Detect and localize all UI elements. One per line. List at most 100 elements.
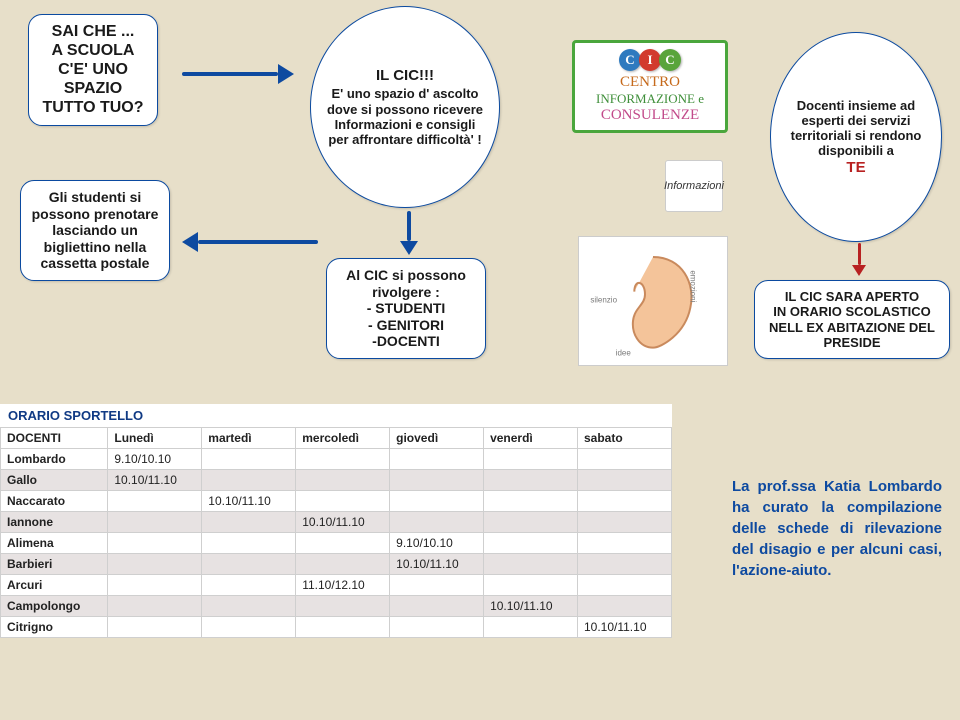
arrow-right — [182, 64, 294, 84]
col-header: sabato — [577, 428, 671, 449]
cell — [296, 554, 390, 575]
cell — [108, 491, 202, 512]
col-header: Lunedì — [108, 428, 202, 449]
chip-c: C — [619, 49, 641, 71]
row-header: Alimena — [1, 533, 108, 554]
cell — [108, 533, 202, 554]
cell: 10.10/11.10 — [108, 470, 202, 491]
sai-che-text: SAI CHE ... A SCUOLA C'E' UNO SPAZIO TUT… — [42, 23, 143, 116]
orario-title: ORARIO SPORTELLO — [0, 404, 672, 427]
cell — [296, 491, 390, 512]
svg-text:emozioni: emozioni — [688, 270, 697, 302]
col-header: DOCENTI — [1, 428, 108, 449]
il-cic-body: E' uno spazio d' ascolto dove si possono… — [326, 86, 484, 147]
cell: 11.10/12.10 — [296, 575, 390, 596]
docenti-inner: Docenti insieme ad esperti dei servizi t… — [785, 98, 927, 177]
cell — [202, 575, 296, 596]
cell — [390, 470, 484, 491]
studenti-text: Gli studenti si possono prenotare lascia… — [32, 189, 159, 271]
rivolgere-box: Al CIC si possono rivolgere : - STUDENTI… — [326, 258, 486, 359]
cell — [577, 449, 671, 470]
docenti-te: TE — [846, 159, 865, 176]
cell — [202, 512, 296, 533]
ear-icon: silenzio emozioni idee — [583, 241, 723, 361]
chip-c2: C — [659, 49, 681, 71]
rivolgere-head: Al CIC si possono rivolgere : — [333, 267, 479, 300]
centro-card: C I C CENTRO INFORMAZIONE e CONSULENZE — [572, 40, 728, 133]
row-header: Campolongo — [1, 596, 108, 617]
arrow-left — [182, 232, 318, 252]
cell — [390, 575, 484, 596]
row-header: Gallo — [1, 470, 108, 491]
aperto-box: IL CIC SARA APERTO IN ORARIO SCOLASTICO … — [754, 280, 950, 359]
col-header: martedì — [202, 428, 296, 449]
cell — [577, 575, 671, 596]
row-header: Iannone — [1, 512, 108, 533]
cell — [390, 491, 484, 512]
arrow-down-docenti — [852, 243, 866, 276]
arrow-down-cic — [400, 211, 418, 255]
sai-che-box: SAI CHE ... A SCUOLA C'E' UNO SPAZIO TUT… — [28, 14, 158, 126]
cell: 9.10/10.10 — [108, 449, 202, 470]
col-header: venerdì — [484, 428, 578, 449]
cell — [484, 575, 578, 596]
cell — [390, 596, 484, 617]
cell — [484, 512, 578, 533]
rivolgere-list: - STUDENTI - GENITORI -DOCENTI — [333, 300, 479, 350]
il-cic-ellipse: IL CIC!!! E' uno spazio d' ascolto dove … — [310, 6, 500, 208]
il-cic-title: IL CIC!!! — [326, 67, 484, 85]
col-header: mercoledì — [296, 428, 390, 449]
il-cic-inner: IL CIC!!! E' uno spazio d' ascolto dove … — [326, 67, 484, 148]
col-header: giovedì — [390, 428, 484, 449]
orario-table-wrap: ORARIO SPORTELLO DOCENTILunedìmartedìmer… — [0, 404, 672, 638]
cell — [108, 575, 202, 596]
cell: 10.10/11.10 — [390, 554, 484, 575]
svg-text:idee: idee — [616, 349, 632, 358]
docenti-ellipse: Docenti insieme ad esperti dei servizi t… — [770, 32, 942, 242]
cell — [390, 512, 484, 533]
info-card-label: Informazioni — [664, 180, 724, 192]
cell — [577, 596, 671, 617]
orario-table: DOCENTILunedìmartedìmercoledìgiovedìvene… — [0, 427, 672, 638]
cell — [390, 449, 484, 470]
centro-l3: CONSULENZE — [583, 107, 717, 124]
cell: 10.10/11.10 — [202, 491, 296, 512]
cell — [108, 554, 202, 575]
row-header: Arcuri — [1, 575, 108, 596]
cell — [108, 596, 202, 617]
cell — [577, 470, 671, 491]
cell: 10.10/11.10 — [484, 596, 578, 617]
cell — [202, 449, 296, 470]
cell: 10.10/11.10 — [577, 617, 671, 638]
cell — [202, 470, 296, 491]
row-header: Barbieri — [1, 554, 108, 575]
cell — [577, 491, 671, 512]
cell — [484, 554, 578, 575]
cell — [484, 617, 578, 638]
centro-l2: INFORMAZIONE e — [583, 91, 717, 107]
cell — [108, 512, 202, 533]
docenti-body: Docenti insieme ad esperti dei servizi t… — [791, 98, 922, 159]
cell — [484, 449, 578, 470]
cell — [108, 617, 202, 638]
cell — [577, 533, 671, 554]
aperto-text: IL CIC SARA APERTO IN ORARIO SCOLASTICO … — [769, 289, 935, 350]
centro-chips: C I C — [583, 49, 717, 71]
cell — [484, 470, 578, 491]
row-header: Citrigno — [1, 617, 108, 638]
cell — [390, 617, 484, 638]
cell — [577, 512, 671, 533]
cell: 10.10/11.10 — [296, 512, 390, 533]
cell: 9.10/10.10 — [390, 533, 484, 554]
cell — [296, 617, 390, 638]
info-card: Informazioni — [665, 160, 723, 212]
cell — [484, 491, 578, 512]
cell — [484, 533, 578, 554]
centro-l1: CENTRO — [583, 74, 717, 91]
cell — [296, 449, 390, 470]
studenti-box: Gli studenti si possono prenotare lascia… — [20, 180, 170, 281]
cell — [202, 617, 296, 638]
cell — [296, 533, 390, 554]
cell — [202, 596, 296, 617]
cell — [202, 533, 296, 554]
